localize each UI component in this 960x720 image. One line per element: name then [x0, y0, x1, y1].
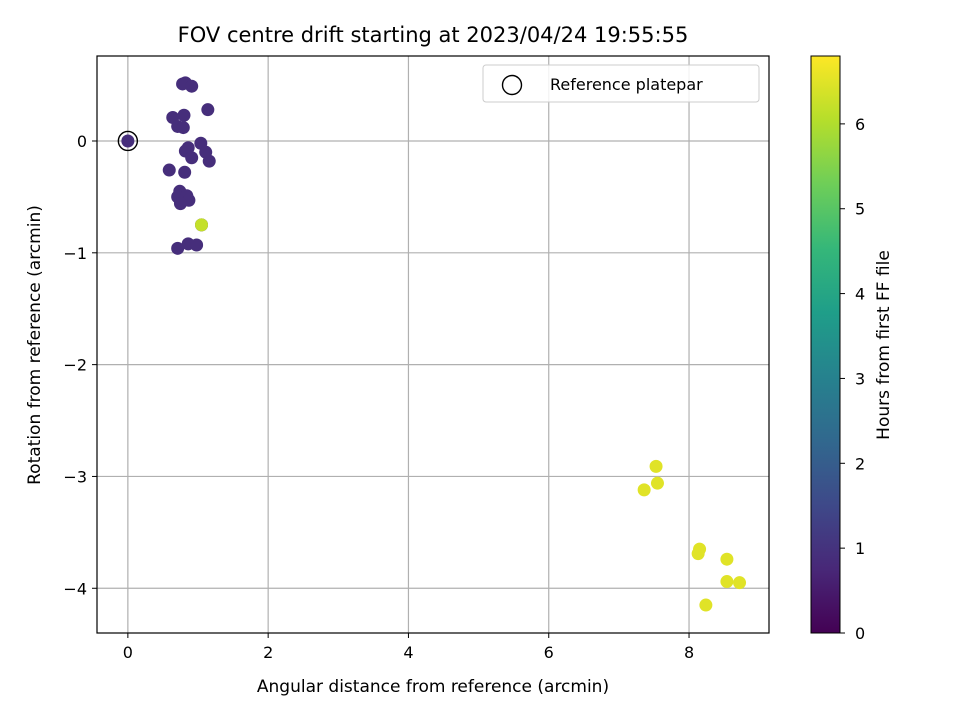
data-point	[637, 483, 651, 497]
y-tick-label: −2	[63, 356, 87, 375]
chart-title: FOV centre drift starting at 2023/04/24 …	[178, 23, 689, 47]
colorbar-tick-label: 4	[855, 285, 865, 304]
data-point	[650, 476, 664, 490]
data-point	[190, 238, 204, 252]
x-tick-label: 0	[123, 643, 133, 662]
y-axis-label: Rotation from reference (arcmin)	[25, 205, 45, 485]
data-point	[202, 154, 216, 168]
colorbar-tick-label: 0	[855, 624, 865, 643]
data-point	[195, 218, 209, 232]
data-point	[173, 197, 187, 211]
legend: Reference platepar	[482, 64, 760, 103]
data-point	[121, 134, 135, 148]
x-tick-label: 6	[544, 643, 554, 662]
x-tick-label: 4	[403, 643, 413, 662]
data-point	[699, 598, 713, 612]
colorbar	[810, 55, 841, 634]
colorbar-tick-label: 6	[855, 115, 865, 134]
data-point	[649, 459, 663, 473]
y-tick-label: −4	[63, 579, 87, 598]
data-point	[177, 108, 191, 122]
x-axis-ticks: 0 2 4 6 8	[123, 633, 694, 662]
data-point	[176, 121, 190, 135]
colorbar-tick-label: 5	[855, 200, 865, 219]
data-point	[720, 552, 734, 566]
plot-area-frame	[96, 55, 770, 634]
data-point	[178, 165, 192, 179]
legend-reference-label: Reference platepar	[550, 75, 703, 94]
scatter-points	[121, 76, 747, 612]
data-point	[162, 163, 176, 177]
colorbar-tick-label: 3	[855, 369, 865, 388]
data-point	[733, 576, 747, 590]
colorbar-tick-label: 1	[855, 539, 865, 558]
data-point	[185, 151, 199, 165]
data-point	[185, 79, 199, 93]
reference-platepar-marker	[117, 130, 139, 152]
x-axis-label: Angular distance from reference (arcmin)	[257, 677, 609, 697]
data-point	[171, 241, 185, 255]
data-point	[691, 547, 705, 561]
colorbar-ticks: 0 1 2 3 4 5 6	[840, 115, 865, 643]
y-tick-label: 0	[77, 132, 87, 151]
legend-reference-marker	[501, 74, 523, 96]
y-tick-label: −1	[63, 244, 87, 263]
x-tick-label: 8	[684, 643, 694, 662]
colorbar-label: Hours from first FF file	[874, 250, 894, 440]
colorbar-tick-label: 2	[855, 454, 865, 473]
reference-marker	[117, 130, 139, 152]
x-tick-label: 2	[263, 643, 273, 662]
y-tick-label: −3	[63, 467, 87, 486]
y-axis-ticks: 0 −1 −2 −3 −4	[63, 132, 97, 598]
data-point	[201, 103, 215, 117]
grid-lines	[97, 56, 769, 633]
data-point	[720, 575, 734, 589]
legend-box	[482, 64, 760, 103]
